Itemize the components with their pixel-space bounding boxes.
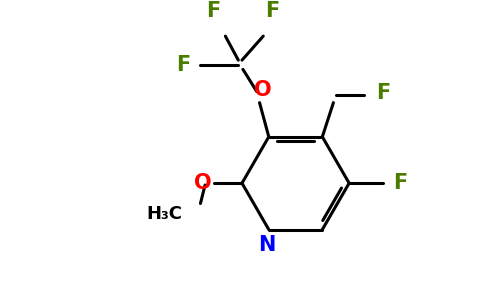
Text: O: O [254,80,271,100]
Text: F: F [206,2,221,21]
Text: F: F [376,83,390,103]
Text: H₃C: H₃C [146,205,182,223]
Text: F: F [176,55,190,75]
Text: N: N [258,235,275,255]
Text: O: O [194,173,212,193]
Text: F: F [265,2,280,21]
Text: F: F [393,173,408,193]
